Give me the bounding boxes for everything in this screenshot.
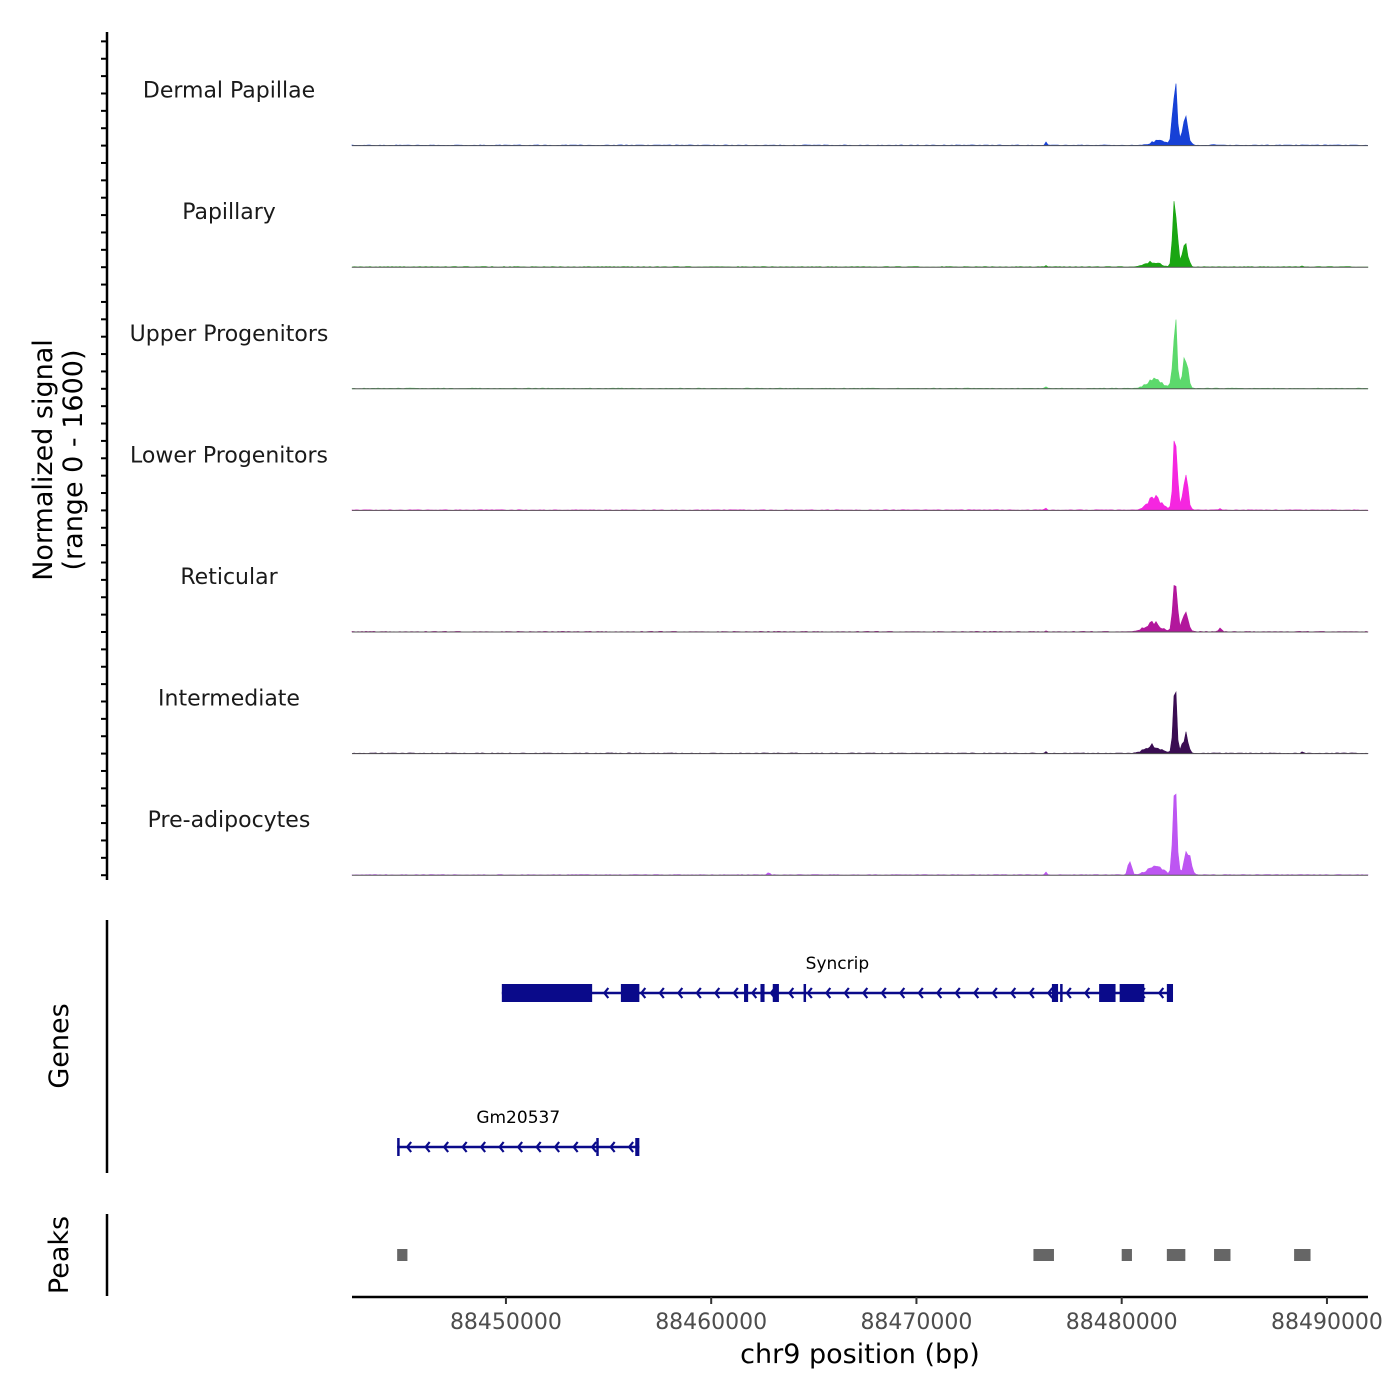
strand-arrow	[695, 987, 702, 999]
strand-arrow	[787, 987, 795, 999]
strand-arrow	[1046, 987, 1054, 999]
gene-model: Syncrip	[501, 954, 1174, 1002]
strand-arrow	[405, 1141, 413, 1153]
peaks-panel	[105, 1214, 1311, 1296]
signal-area	[351, 201, 1369, 268]
strand-arrow	[639, 987, 647, 999]
signal-track: Dermal Papillae	[101, 40, 1369, 147]
peak-region	[1121, 1249, 1132, 1261]
strand-arrow	[609, 1141, 616, 1153]
strand-arrow	[824, 987, 832, 999]
strand-arrow	[535, 1141, 542, 1153]
strand-arrow	[572, 1141, 579, 1153]
gene-exon	[620, 984, 640, 1002]
x-axis: 88450000 88460000 88470000 88480000 88490000	[352, 1295, 1383, 1335]
strand-arrow	[442, 1141, 450, 1153]
strand-arrow	[676, 987, 684, 999]
peak-region	[1033, 1249, 1054, 1261]
gene-exon	[635, 1138, 640, 1156]
gene-exon	[744, 984, 749, 1002]
track-label: Reticular	[180, 565, 278, 590]
track-label: Pre-adipocytes	[148, 808, 311, 833]
strand-arrow	[954, 987, 961, 999]
strand-arrow	[658, 987, 665, 999]
strand-arrow	[917, 987, 924, 999]
strand-arrow	[479, 1141, 487, 1153]
gene-exon	[397, 1138, 400, 1156]
signal-area	[351, 584, 1369, 633]
strand-arrow	[972, 987, 980, 999]
gene-exon	[803, 984, 807, 1002]
x-tick-label: 88490000	[1271, 1310, 1383, 1335]
strand-arrow	[1083, 987, 1091, 999]
strand-arrow	[713, 987, 721, 999]
strand-arrow	[602, 987, 610, 999]
strand-arrow	[843, 987, 850, 999]
track-label: Intermediate	[158, 687, 300, 712]
signal-panel: Dermal Papillae Papillary Upper Progenitor…	[101, 32, 1369, 880]
peak-region	[1294, 1249, 1311, 1261]
signal-area	[351, 690, 1369, 754]
peaks-panel-title: Peaks	[44, 1216, 75, 1294]
peak-region	[1214, 1249, 1231, 1261]
signal-track: Upper Progenitors	[101, 283, 1369, 390]
genes-panel: Syncrip Gm20537	[105, 920, 1174, 1173]
peak-region	[1166, 1249, 1186, 1261]
signal-track: Pre-adipocytes	[101, 769, 1369, 877]
gene-exon	[501, 984, 593, 1002]
x-tick-label: 88480000	[1066, 1310, 1178, 1335]
strand-arrow	[880, 987, 887, 999]
gene-exon	[1060, 984, 1063, 1002]
x-tick-label: 88460000	[655, 1310, 767, 1335]
strand-arrow	[1028, 987, 1035, 999]
y-axis-title-line1: Normalized signal	[28, 339, 59, 581]
genes-panel-title: Genes	[44, 1003, 75, 1088]
y-axis-title-line2: (range 0 - 1600)	[58, 350, 89, 571]
strand-arrow	[935, 987, 943, 999]
strand-arrow	[424, 1141, 431, 1153]
strand-arrow	[1157, 987, 1165, 999]
gene-exon	[1119, 984, 1145, 1002]
gene-exon	[772, 984, 779, 1002]
x-tick-label: 88450000	[450, 1310, 562, 1335]
gene-exon	[1051, 984, 1059, 1002]
strand-arrow	[498, 1141, 505, 1153]
gene-model: Gm20537	[397, 1108, 640, 1156]
signal-area	[351, 793, 1369, 876]
gene-name-label: Syncrip	[806, 954, 869, 974]
strand-arrow	[516, 1141, 524, 1153]
track-label: Lower Progenitors	[130, 443, 328, 468]
track-label: Papillary	[182, 200, 276, 225]
strand-arrow	[898, 987, 906, 999]
strand-arrow	[861, 987, 869, 999]
strand-arrow	[553, 1141, 561, 1153]
signal-area	[351, 319, 1369, 390]
strand-arrow	[590, 1141, 598, 1153]
signal-track: Reticular	[101, 526, 1369, 633]
strand-arrow	[806, 987, 813, 999]
signal-area	[351, 440, 1369, 511]
x-tick-label: 88470000	[860, 1310, 972, 1335]
strand-arrow	[627, 1141, 635, 1153]
strand-arrow	[461, 1141, 468, 1153]
gene-exon	[760, 984, 765, 1002]
x-axis-title: chr9 position (bp)	[740, 1339, 980, 1370]
track-label: Upper Progenitors	[130, 322, 329, 347]
signal-track: Lower Progenitors	[101, 405, 1369, 512]
signal-area	[351, 83, 1369, 146]
signal-track: Intermediate	[101, 648, 1369, 755]
strand-arrow	[1065, 987, 1072, 999]
gene-exon	[1166, 984, 1174, 1002]
gene-exon	[1099, 984, 1116, 1002]
peak-region	[397, 1249, 408, 1261]
track-label: Dermal Papillae	[143, 79, 315, 104]
signal-track: Papillary	[101, 161, 1369, 269]
strand-arrow	[1009, 987, 1017, 999]
gene-name-label: Gm20537	[476, 1108, 560, 1128]
gene-exon	[596, 1138, 599, 1156]
strand-arrow	[732, 987, 739, 999]
strand-arrow	[750, 987, 758, 999]
strand-arrow	[991, 987, 998, 999]
